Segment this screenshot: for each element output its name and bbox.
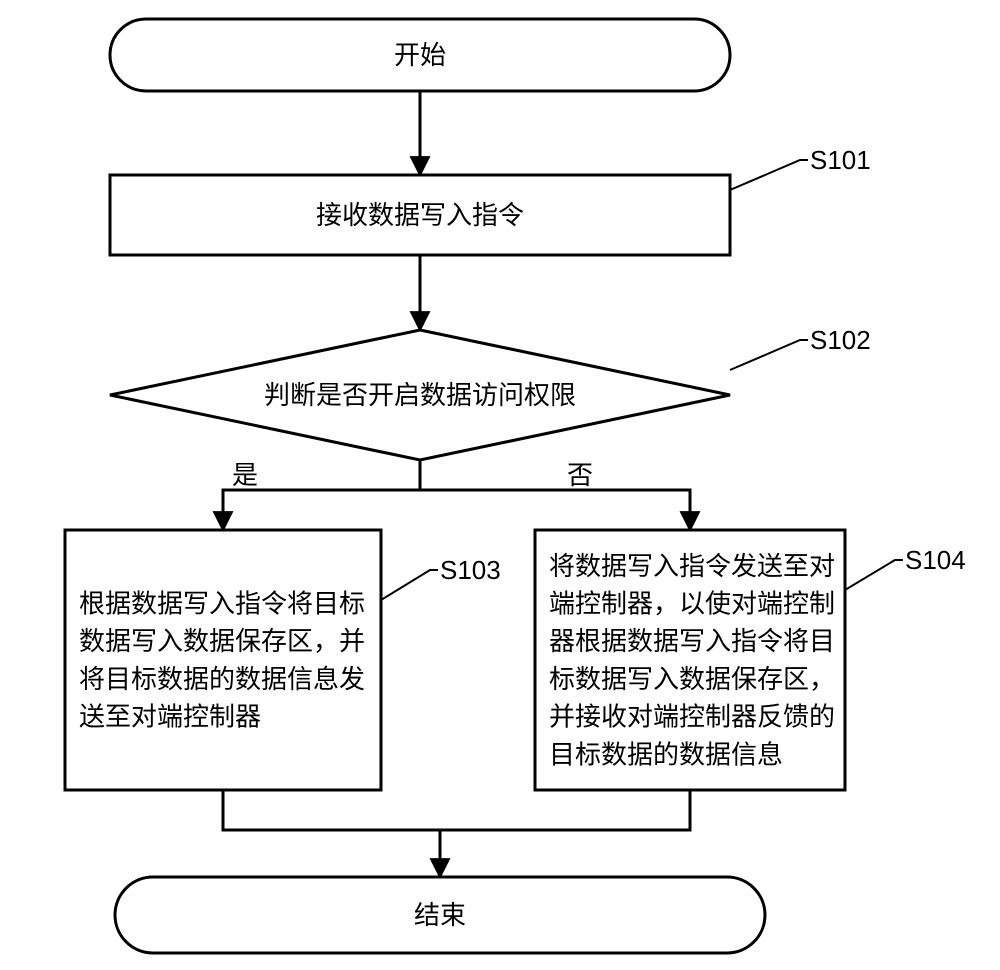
branch-label-no: 否	[567, 460, 593, 490]
edge	[420, 490, 690, 530]
branch-label-yes: 是	[232, 460, 258, 490]
node-line: 并接收对端控制器反馈的	[549, 702, 835, 732]
node-label: 结束	[414, 900, 466, 930]
callout-label-s102: S102	[810, 325, 871, 355]
callout-label-s101: S101	[810, 145, 871, 175]
node-line: 标数据写入数据保存区，	[549, 664, 835, 694]
node-line: 器根据数据写入指令将目	[549, 626, 835, 656]
node-line: 送至对端控制器	[79, 702, 261, 732]
edge	[223, 790, 440, 830]
callout-leader	[845, 560, 903, 590]
node-line: 根据数据写入指令将目标	[79, 588, 365, 618]
edge	[440, 790, 690, 830]
callout-leader	[381, 570, 438, 600]
node-s104: 将数据写入指令发送至对端控制器，以使对端控制器根据数据写入指令将目标数据写入数据…	[535, 530, 845, 790]
node-s101: 接收数据写入指令	[110, 175, 730, 255]
edge	[223, 490, 420, 530]
flowchart-diagram: 开始接收数据写入指令判断是否开启数据访问权限根据数据写入指令将目标数据写入数据保…	[0, 0, 1000, 970]
node-label: 接收数据写入指令	[316, 200, 524, 230]
node-line: 将数据写入指令发送至对	[549, 551, 835, 581]
node-line: 数据写入数据保存区，并	[79, 626, 365, 656]
callout-label-s104: S104	[905, 545, 966, 575]
node-start: 开始	[110, 19, 730, 91]
callout-leader	[730, 160, 808, 190]
node-decision: 判断是否开启数据访问权限	[110, 330, 730, 460]
node-line: 目标数据的数据信息	[549, 739, 783, 769]
callout-label-s103: S103	[440, 555, 501, 585]
callout-leader	[730, 340, 808, 370]
node-label: 判断是否开启数据访问权限	[264, 380, 576, 410]
node-s103: 根据数据写入指令将目标数据写入数据保存区，并将目标数据的数据信息发送至对端控制器	[65, 530, 381, 790]
node-label: 开始	[394, 40, 446, 70]
node-end: 结束	[115, 877, 765, 953]
node-line: 将目标数据的数据信息发	[79, 664, 365, 694]
node-line: 端控制器，以使对端控制	[549, 588, 835, 618]
